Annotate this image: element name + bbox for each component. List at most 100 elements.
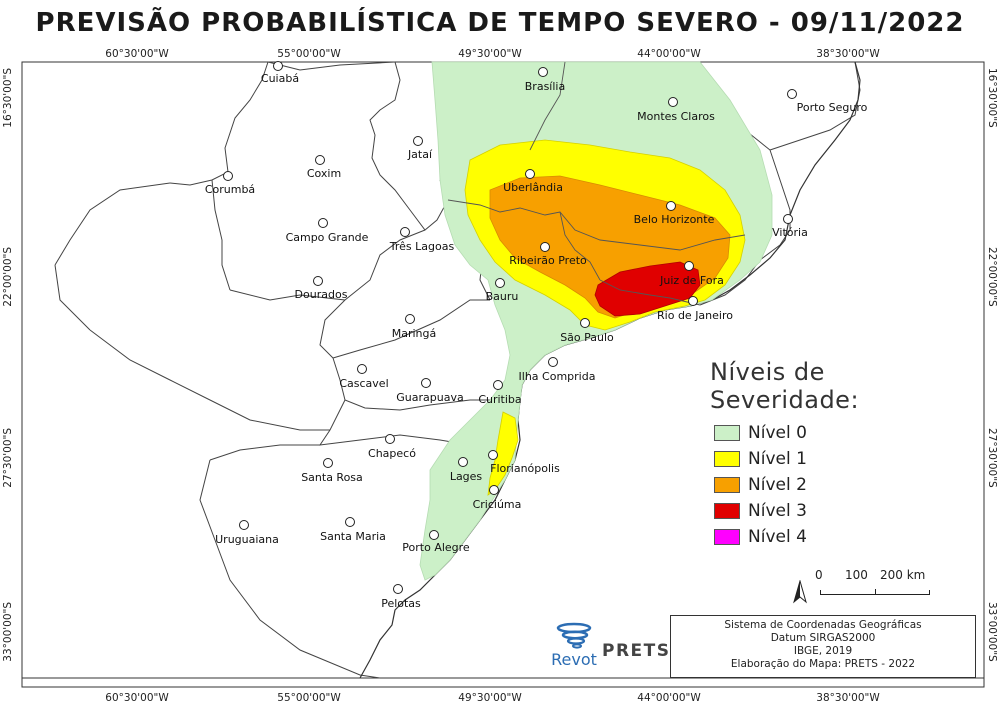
legend-swatch-level-3 <box>714 503 740 519</box>
city-label-rio-de-janeiro: Rio de Janeiro <box>657 309 733 322</box>
legend-label-level-3: Nível 3 <box>748 501 807 521</box>
city-marker-curitiba <box>493 380 503 390</box>
scale-label-100: 100 <box>845 568 868 582</box>
city-marker-criciuma <box>489 485 499 495</box>
city-label-campo-grande: Campo Grande <box>286 231 369 244</box>
legend-label-level-0: Nível 0 <box>748 423 807 443</box>
city-marker-belo-horizonte <box>666 201 676 211</box>
scale-label-200: 200 km <box>880 568 926 582</box>
city-label-brasilia: Brasília <box>525 80 565 93</box>
legend-swatch-level-0 <box>714 425 740 441</box>
right-tick-3: 27°30'00"S <box>986 428 998 488</box>
city-marker-rio-de-janeiro <box>688 296 698 306</box>
legend-label-level-1: Nível 1 <box>748 449 807 469</box>
top-tick-1: 60°30'00"W <box>105 48 169 60</box>
city-label-tres-lagoas: Três Lagoas <box>389 240 455 253</box>
tornado-icon <box>556 622 592 649</box>
city-label-curitiba: Curitiba <box>478 393 521 406</box>
city-label-guarapuava: Guarapuava <box>396 391 463 404</box>
city-markers: Cuiabá Brasília Montes Claros Porto Segu… <box>205 61 868 610</box>
bottom-tick-4: 44°00'00"W <box>637 692 701 704</box>
right-tick-4: 33°00'00"S <box>986 602 998 662</box>
city-marker-maringa <box>405 314 415 324</box>
info-line-source: IBGE, 2019 <box>793 645 853 657</box>
severity-legend: Níveis de Severidade: Nível 0 Nível 1 Ní… <box>710 358 980 550</box>
bottom-tick-2: 55°00'00"W <box>277 692 341 704</box>
city-label-montes-claros: Montes Claros <box>637 110 715 123</box>
city-label-cascavel: Cascavel <box>339 377 388 390</box>
city-marker-campo-grande <box>318 218 328 228</box>
city-label-uruguaiana: Uruguaiana <box>215 533 279 546</box>
city-label-maringa: Maringá <box>392 327 437 340</box>
city-marker-dourados <box>313 276 323 286</box>
city-marker-jatai <box>413 136 423 146</box>
right-tick-1: 16°30'00"S <box>986 68 998 128</box>
city-marker-corumba <box>223 171 233 181</box>
state-borders-overlay <box>447 61 746 306</box>
legend-swatch-level-1 <box>714 451 740 467</box>
city-marker-ilha-comprida <box>548 357 558 367</box>
legend-item-level-0: Nível 0 <box>710 420 980 446</box>
city-marker-ribeirao-preto <box>540 242 550 252</box>
city-label-uberlandia: Uberlândia <box>503 181 563 194</box>
legend-item-level-2: Nível 2 <box>710 472 980 498</box>
city-marker-cuiaba <box>273 61 283 71</box>
city-marker-brasilia <box>538 67 548 77</box>
city-label-pelotas: Pelotas <box>381 597 421 610</box>
city-marker-chapeco <box>385 434 395 444</box>
top-tick-5: 38°30'00"W <box>816 48 880 60</box>
info-line-datum: Datum SIRGAS2000 <box>770 632 876 644</box>
revot-logo: Revot <box>545 622 603 670</box>
city-marker-santa-rosa <box>323 458 333 468</box>
city-marker-florianopolis <box>488 450 498 460</box>
city-marker-coxim <box>315 155 325 165</box>
city-marker-bauru <box>495 278 505 288</box>
info-line-crs: Sistema de Coordenadas Geográficas <box>724 619 922 631</box>
legend-swatch-level-2 <box>714 477 740 493</box>
city-label-porto-alegre: Porto Alegre <box>402 541 470 554</box>
city-marker-juiz-de-fora <box>684 261 694 271</box>
city-label-coxim: Coxim <box>307 167 341 180</box>
city-label-sao-paulo: São Paulo <box>560 331 614 344</box>
prets-logo: PRETS <box>602 641 671 661</box>
city-label-chapeco: Chapecó <box>368 447 416 460</box>
city-label-bauru: Bauru <box>486 290 519 303</box>
city-label-ribeirao-preto: Ribeirão Preto <box>509 254 587 267</box>
legend-item-level-3: Nível 3 <box>710 498 980 524</box>
city-label-vitoria: Vitória <box>772 226 808 239</box>
info-line-author: Elaboração do Mapa: PRETS - 2022 <box>730 658 916 670</box>
city-label-belo-horizonte: Belo Horizonte <box>634 213 715 226</box>
city-label-ilha-comprida: Ilha Comprida <box>519 370 596 383</box>
city-marker-porto-alegre <box>429 530 439 540</box>
city-label-jatai: Jataí <box>407 148 433 161</box>
city-marker-sao-paulo <box>580 318 590 328</box>
legend-title: Níveis de Severidade: <box>710 358 860 414</box>
city-marker-uberlandia <box>525 169 535 179</box>
city-label-lages: Lages <box>450 470 483 483</box>
top-tick-4: 44°00'00"W <box>637 48 701 60</box>
city-marker-porto-seguro <box>787 89 797 99</box>
city-marker-lages <box>458 457 468 467</box>
city-marker-vitoria <box>783 214 793 224</box>
scale-label-0: 0 <box>815 568 823 582</box>
city-label-corumba: Corumbá <box>205 183 255 196</box>
city-marker-santa-maria <box>345 517 355 527</box>
bottom-tick-1: 60°30'00"W <box>105 692 169 704</box>
north-arrow-icon <box>793 580 807 604</box>
city-marker-uruguaiana <box>239 520 249 530</box>
city-label-cuiaba: Cuiabá <box>261 72 299 85</box>
right-tick-2: 22°00'00"S <box>986 247 998 307</box>
city-label-santa-rosa: Santa Rosa <box>301 471 363 484</box>
bottom-tick-3: 49°30'00"W <box>458 692 522 704</box>
legend-swatch-level-4 <box>714 529 740 545</box>
map-info-box: Sistema de Coordenadas Geográficas Datum… <box>670 615 976 678</box>
city-marker-montes-claros <box>668 97 678 107</box>
city-marker-guarapuava <box>421 378 431 388</box>
scale-bar-line <box>820 590 930 595</box>
legend-item-level-1: Nível 1 <box>710 446 980 472</box>
legend-label-level-4: Nível 4 <box>748 527 807 547</box>
map-title: PREVISÃO PROBABILÍSTICA DE TEMPO SEVERO … <box>35 8 965 38</box>
city-marker-tres-lagoas <box>400 227 410 237</box>
legend-item-level-4: Nível 4 <box>710 524 980 550</box>
